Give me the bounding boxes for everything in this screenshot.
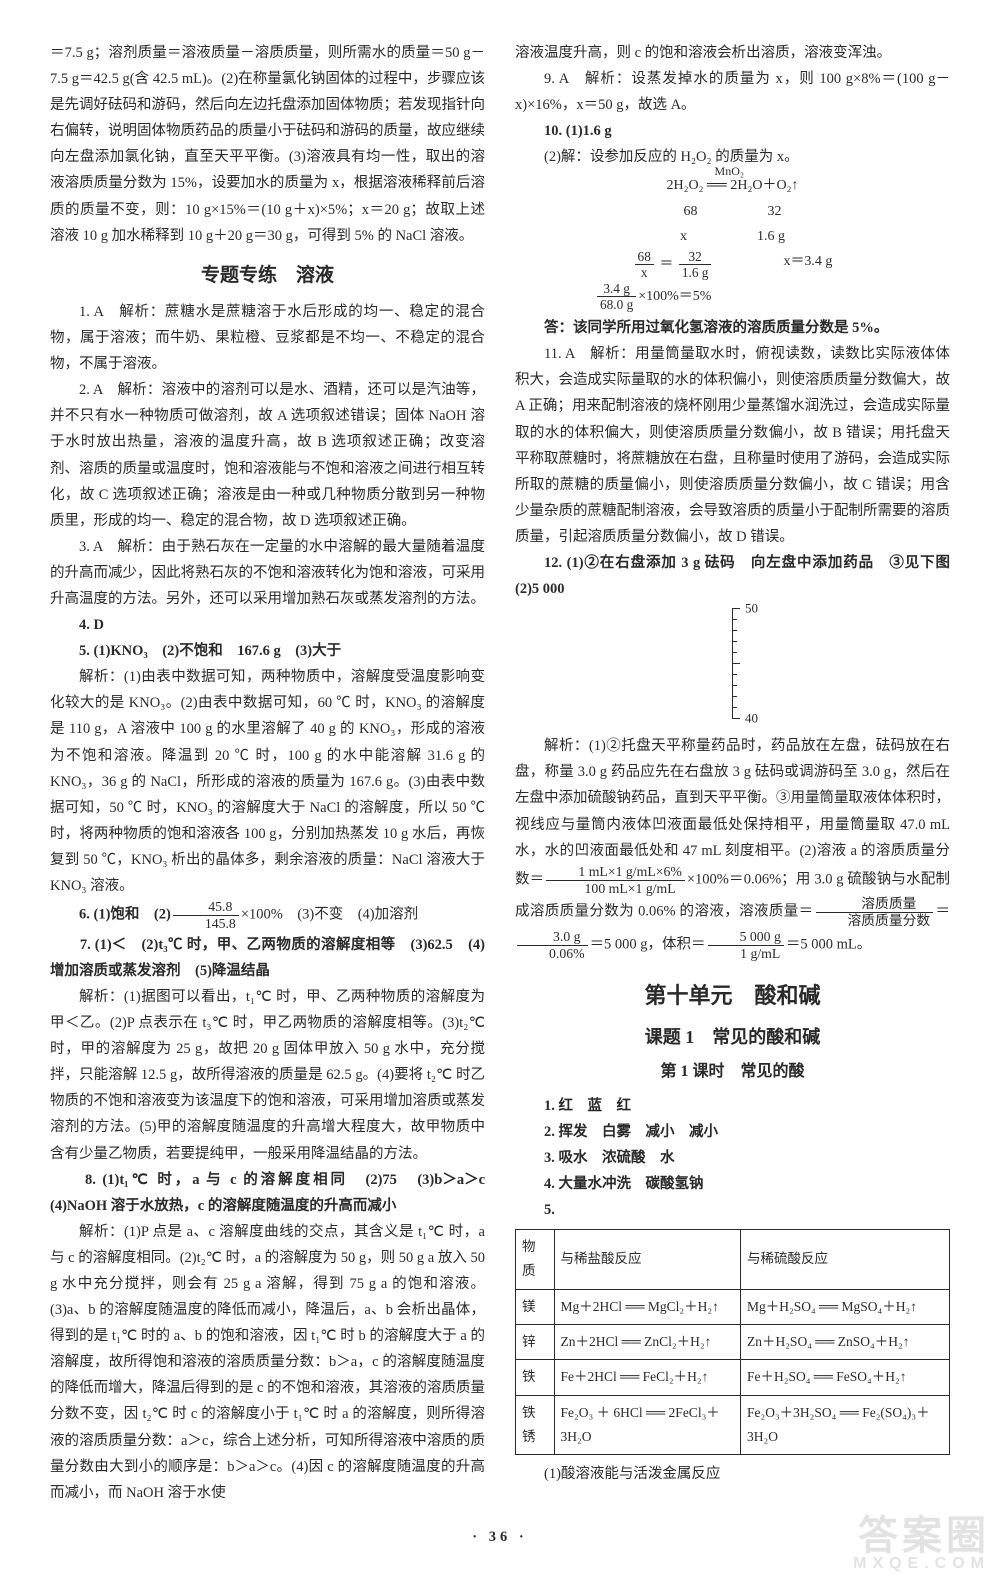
- table-head-row: 物质 与稀盐酸反应 与稀硫酸反应: [516, 1230, 950, 1290]
- frac-12-2: 溶质质量溶质质量分数: [816, 896, 934, 929]
- sub-title: 第 1 课时 常见的酸: [515, 1058, 950, 1087]
- eq-frac-left: 68x ＝ 321.6 g: [633, 249, 714, 281]
- reaction-table: 物质 与稀盐酸反应 与稀硫酸反应 镁Mg＋2HCl ══ MgCl₂＋H₂↑Mg…: [515, 1229, 950, 1455]
- item-10a: 10. (1)1.6 g: [515, 118, 950, 144]
- unit-title: 第十单元 酸和碱: [515, 976, 950, 1016]
- item-10-answer: 答：该同学所用过氧化氢溶液的溶质质量分数是 5%。: [515, 315, 950, 341]
- frac-q6: 45.8145.8: [173, 899, 239, 932]
- left-column: ＝7.5 g；溶剂质量＝溶液质量－溶质质量，则所需水的质量＝50 g－7.5 g…: [50, 40, 485, 1506]
- page-number: · 36 ·: [50, 1524, 950, 1550]
- frac-12-4: 5 000 g1 g/mL: [708, 929, 784, 962]
- graduated-cylinder-figure: 50 40: [515, 602, 950, 733]
- item-6-post: ×100% (3)不变 (4)加溶剂: [241, 907, 418, 923]
- item-8a: 8. (1)t₁℃ 时，a 与 c 的溶解度相同 (2)75 (3)b＞a＞c …: [50, 1167, 485, 1219]
- item-11: 11. A 解析：用量筒量取水时，俯视读数，读数比实际液体体积大，会造成实际量取…: [515, 341, 950, 550]
- table-row: 铁Fe＋2HCl ══ FeCl₂＋H₂↑Fe＋H₂SO₄ ══ FeSO₄＋H…: [516, 1360, 950, 1395]
- eq-l2a: 68: [684, 199, 698, 224]
- item-2: 2. A 解析：溶液中的溶剂可以是水、酒精，还可以是汽油等，并不只有水一种物质可…: [50, 377, 485, 534]
- table-body: 镁Mg＋2HCl ══ MgCl₂＋H₂↑Mg＋H₂SO₄ ══ MgSO₄＋H…: [516, 1289, 950, 1454]
- item-9: 9. A 解析：设蒸发掉水的质量为 x，则 100 g×8%＝(100 g－x)…: [515, 66, 950, 118]
- ans-5: 5.: [515, 1197, 950, 1223]
- table-row: 铁锈Fe₂O₃ ＋ 6HCl ══ 2FeCl₃＋3H₂OFe₂O₃＋3H₂SO…: [516, 1395, 950, 1455]
- th-0: 物质: [516, 1230, 555, 1290]
- item-1: 1. A 解析：蔗糖水是蔗糖溶于水后形成的均一、稳定的混合物，属于溶液；而牛奶、…: [50, 299, 485, 377]
- item-5a: 5. (1)KNO₃ (2)不饱和 167.6 g (3)大于: [50, 638, 485, 664]
- item-7a: 7. (1)＜ (2)t₃℃ 时，甲、乙两物质的溶解度相等 (3)62.5 (4…: [50, 932, 485, 984]
- cont-8: 溶液温度升高，则 c 的饱和溶液会析出溶质，溶液变浑浊。: [515, 40, 950, 66]
- eq-l3a: x: [680, 224, 687, 249]
- frac-12-1: 1 mL×1 g/mL×6%100 mL×1 g/mL: [546, 864, 684, 897]
- item-5b: 解析：(1)由表中数据可知，两种物质中，溶解度受温度影响变化较大的是 KNO₃。…: [50, 664, 485, 899]
- ans-1: 1. 红 蓝 红: [515, 1093, 950, 1119]
- right-column: 溶液温度升高，则 c 的饱和溶液会析出溶质，溶液变浑浊。 9. A 解析：设蒸发…: [515, 40, 950, 1506]
- ans-4: 4. 大量水冲洗 碳酸氢钠: [515, 1171, 950, 1197]
- eq-catalyst: MnO₂: [715, 161, 745, 183]
- ans-3: 3. 吸水 浓硫酸 水: [515, 1145, 950, 1171]
- equation-block: MnO₂ 2H₂O₂ ══ 2H₂O＋O₂↑ 6832 x1.6 g 68x ＝…: [515, 173, 950, 312]
- th-2: 与稀硫酸反应: [740, 1230, 949, 1290]
- th-1: 与稀盐酸反应: [554, 1230, 740, 1290]
- lesson-title: 课题 1 常见的酸和碱: [515, 1021, 950, 1053]
- item-4: 4. D: [50, 612, 485, 638]
- frac-12-3: 3.0 g0.06%: [517, 929, 588, 962]
- item-8b: 解析：(1)P 点是 a、c 溶解度曲线的交点，其含义是 t₁℃ 时，a 与 c…: [50, 1219, 485, 1506]
- eq-l3b: 1.6 g: [757, 224, 785, 249]
- table-row: 镁Mg＋2HCl ══ MgCl₂＋H₂↑Mg＋H₂SO₄ ══ MgSO₄＋H…: [516, 1289, 950, 1324]
- item-12a: 12. (1)②在右盘添加 3 g 砝码 向左盘中添加药品 ③见下图 (2)5 …: [515, 550, 950, 602]
- ans-2: 2. 挥发 白雾 减小 减小: [515, 1119, 950, 1145]
- item-7b: 解析：(1)据图可以看出，t₁℃ 时，甲、乙两种物质的溶解度为甲＜乙。(2)P …: [50, 984, 485, 1167]
- table-row: 锌Zn＋2HCl ══ ZnCl₂＋H₂↑Zn＋H₂SO₄ ══ ZnSO₄＋H…: [516, 1324, 950, 1359]
- item-6-pre: 6. (1)饱和 (2): [79, 907, 171, 923]
- item-12b: 解析：(1)②托盘天平称量药品时，药品放在左盘，砝码放在右盘，称量 3.0 g …: [515, 733, 950, 962]
- eq-l2b: 32: [768, 199, 782, 224]
- section-title-solutions: 专题专练 溶液: [50, 259, 485, 293]
- item-3: 3. A 解析：由于熟石灰在一定量的水中溶解的最大量随着温度的升高而减少，因此将…: [50, 534, 485, 612]
- opening-paragraph: ＝7.5 g；溶剂质量＝溶液质量－溶质质量，则所需水的质量＝50 g－7.5 g…: [50, 40, 485, 249]
- table-footer: (1)酸溶液能与活泼金属反应: [515, 1461, 950, 1487]
- eq-result: x＝3.4 g: [783, 249, 832, 281]
- page-columns: ＝7.5 g；溶剂质量＝溶液质量－溶质质量，则所需水的质量＝50 g－7.5 g…: [50, 40, 950, 1506]
- item-6: 6. (1)饱和 (2)45.8145.8×100% (3)不变 (4)加溶剂: [50, 899, 485, 932]
- eq-pct-line: 3.4 g68.0 g×100%＝5%: [515, 281, 950, 313]
